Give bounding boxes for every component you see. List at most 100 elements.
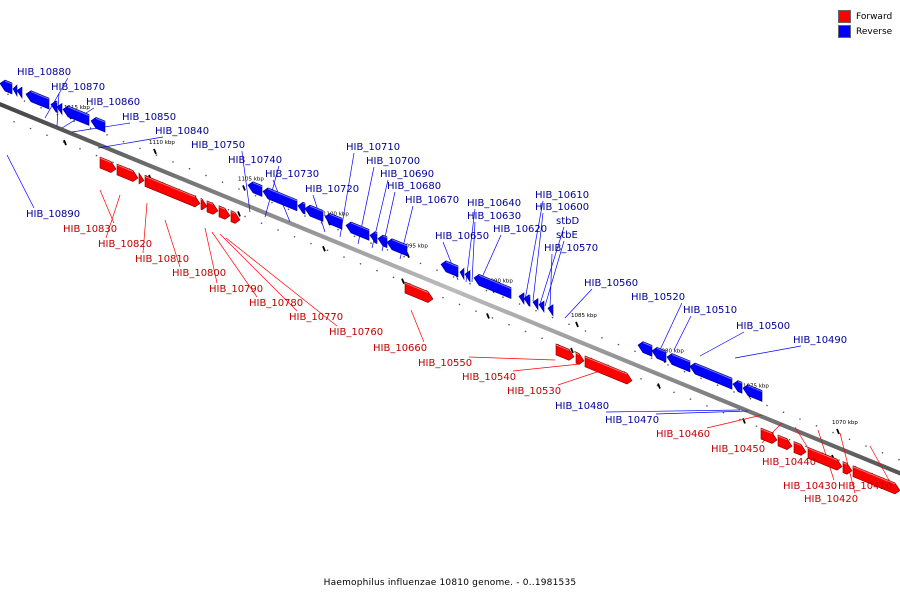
forward-gene <box>404 281 434 303</box>
gene-highlight <box>747 385 763 392</box>
gene-highlight <box>575 352 580 355</box>
gene-highlight <box>309 205 324 212</box>
minor-tick-lower <box>277 229 279 231</box>
reverse-gene-label: HIB_10620 <box>493 224 547 235</box>
forward-gene <box>793 441 807 456</box>
gene-highlight <box>30 91 50 100</box>
reverse-gene <box>440 260 459 278</box>
legend: Forward Reverse <box>838 9 892 39</box>
gene-highlight <box>642 342 653 347</box>
major-tick-lower <box>486 313 490 319</box>
reverse-gene <box>304 204 324 222</box>
forward-gene-label: HIB_10780 <box>249 298 303 309</box>
minor-tick-upper <box>881 452 884 454</box>
minor-tick-upper <box>353 235 356 238</box>
reverse-gene <box>25 90 50 110</box>
forward-gene <box>852 465 900 495</box>
gene-highlight <box>793 442 802 446</box>
gene-highlight <box>302 202 306 205</box>
scale-label: 1090 kbp <box>487 278 513 284</box>
reverse-gene <box>473 274 512 299</box>
minor-tick-lower <box>458 303 461 306</box>
reverse-gene <box>732 380 743 394</box>
gene-highlight <box>144 175 196 198</box>
forward-gene <box>116 163 139 182</box>
minor-tick-upper <box>485 289 488 292</box>
reverse-leader <box>479 234 502 283</box>
minor-tick-upper <box>238 188 240 190</box>
minor-tick-upper <box>89 127 92 129</box>
minor-tick-upper <box>172 161 174 163</box>
minor-tick-upper <box>337 228 339 231</box>
scale-label: 1100 kbp <box>323 211 349 217</box>
forward-gene-label: HIB_10440 <box>762 457 816 468</box>
forward-gene-label: HIB_10530 <box>507 386 561 397</box>
forward-leader <box>204 227 218 284</box>
reverse-leader <box>539 226 565 305</box>
minor-tick-lower <box>838 459 840 461</box>
minor-tick-upper <box>848 438 851 441</box>
gene-highlight <box>478 274 512 289</box>
minor-tick-upper <box>23 100 26 102</box>
minor-tick-upper <box>370 242 372 244</box>
forward-gene <box>99 156 117 173</box>
scale-label: 1085 kbp <box>571 313 597 319</box>
minor-tick-upper <box>7 93 9 96</box>
reverse-leader <box>471 221 476 283</box>
reverse-gene <box>324 212 343 230</box>
reverse-gene <box>50 100 58 113</box>
reverse-leader <box>699 331 745 357</box>
minor-tick-lower <box>524 330 527 333</box>
reverse-gene-label: HIB_10600 <box>535 202 589 213</box>
minor-tick-upper <box>584 330 587 332</box>
minor-tick-lower <box>788 438 791 441</box>
forward-gene <box>584 355 633 385</box>
minor-tick-lower <box>46 134 48 137</box>
reverse-gene-label: HIB_10490 <box>793 335 847 346</box>
forward-leader <box>557 370 601 386</box>
reverse-gene-label: HIB_10860 <box>86 97 140 108</box>
major-tick <box>406 252 410 258</box>
scale-label: 1115 kbp <box>64 105 90 111</box>
minor-tick-lower <box>442 296 444 299</box>
major-tick <box>575 321 579 328</box>
minor-tick-lower <box>706 405 708 407</box>
major-tick-lower <box>657 383 661 389</box>
reverse-gene-label: HIB_10880 <box>17 67 71 78</box>
minor-tick-lower <box>376 269 378 272</box>
forward-gene <box>760 427 778 444</box>
forward-gene-label: HIB_10420 <box>804 494 858 505</box>
gene-highlight <box>252 182 263 187</box>
legend-forward-label: Forward <box>856 11 893 22</box>
reverse-gene-label: HIB_10740 <box>228 155 282 166</box>
scale-label: 1070 kbp <box>832 420 858 426</box>
reverse-gene-label: HIB_10850 <box>122 112 176 123</box>
reverse-gene-label: HIB_10680 <box>387 181 441 192</box>
reverse-leader <box>564 288 593 319</box>
minor-tick-upper <box>815 424 818 427</box>
scale-label: 1080 kbp <box>658 349 684 355</box>
major-tick-lower <box>570 347 574 354</box>
minor-tick-lower <box>541 337 543 340</box>
scale-label: 1075 kbp <box>743 383 769 389</box>
forward-gene-label: HIB_10830 <box>63 224 117 235</box>
reverse-gene <box>90 117 106 133</box>
gene-highlight <box>116 164 134 172</box>
minor-tick-upper <box>221 181 224 184</box>
minor-tick-lower <box>13 120 15 123</box>
minor-tick-lower <box>244 215 246 218</box>
minor-tick-lower <box>29 127 32 130</box>
reverse-gene-label: HIB_10650 <box>435 231 489 242</box>
minor-tick-lower <box>310 242 312 245</box>
gene-highlight <box>350 222 370 231</box>
scale-ticks: 1115 kbp 1110 kbp 1105 kbp 1100 kbp 1095 kbp… <box>7 93 900 482</box>
gene-highlight <box>391 239 408 247</box>
forward-gene-label: HIB_10810 <box>135 254 189 265</box>
reverse-gene <box>689 362 733 390</box>
legend-item-reverse: Reverse <box>838 24 892 39</box>
reverse-gene-label: HIB_10840 <box>155 126 209 137</box>
minor-tick-upper <box>106 134 108 136</box>
reverse-gene <box>386 238 408 257</box>
reverse-gene-label: HIB_10890 <box>26 209 80 220</box>
